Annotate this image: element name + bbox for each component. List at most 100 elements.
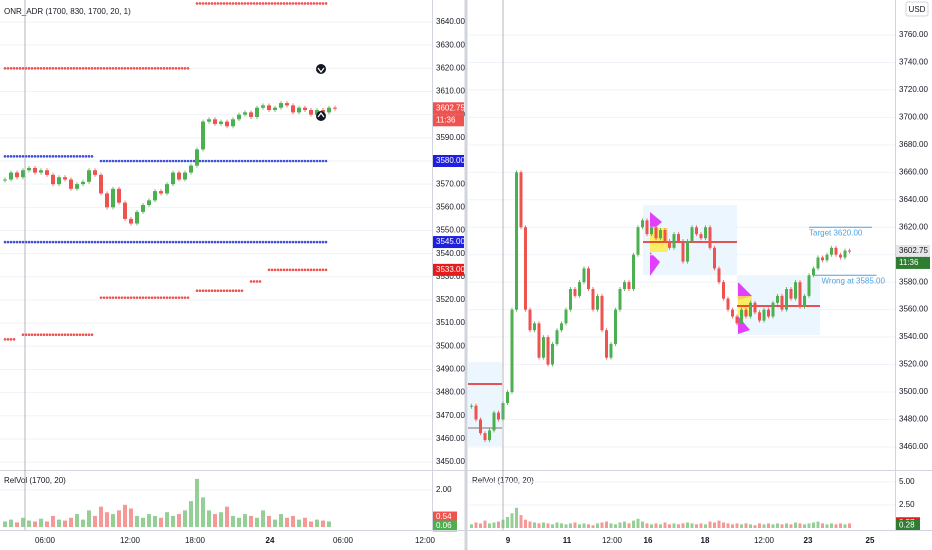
- candle: [9, 172, 13, 180]
- volume-label-box: [433, 511, 457, 523]
- volume-bar: [542, 522, 545, 528]
- y-tick-label: 3520.00: [436, 295, 465, 304]
- volume-bar: [159, 517, 163, 528]
- candle: [488, 430, 491, 441]
- candle: [645, 220, 649, 235]
- volume-bar: [596, 523, 599, 528]
- y-tick-label: 3720.00: [899, 85, 928, 94]
- candle: [243, 112, 247, 115]
- volume-bar: [816, 521, 820, 528]
- volume-bar: [578, 524, 581, 528]
- candle: [141, 205, 145, 212]
- candle: [587, 268, 590, 290]
- candle: [201, 121, 205, 150]
- volume-bar: [21, 517, 25, 528]
- volume-bar: [237, 517, 241, 528]
- arrow-marker[interactable]: [316, 111, 326, 121]
- countdown: 11:36: [899, 258, 919, 267]
- volume-bar: [704, 524, 707, 528]
- candle: [677, 234, 680, 241]
- volume-bar: [497, 521, 500, 528]
- candle: [614, 309, 617, 344]
- volume-bar: [111, 514, 115, 528]
- volume-bar: [609, 523, 613, 528]
- volume-bar: [825, 524, 829, 528]
- y-tick-label: 3480.00: [899, 415, 928, 424]
- volume-bar: [564, 524, 568, 528]
- volume-label: 0.28: [899, 521, 915, 530]
- candle: [843, 250, 847, 258]
- volume-bar: [249, 515, 253, 528]
- volume-bar: [297, 519, 301, 528]
- candle: [731, 309, 734, 317]
- volume-bar: [839, 523, 842, 528]
- candle: [470, 405, 473, 407]
- candle: [668, 240, 671, 248]
- arrow-marker[interactable]: [316, 64, 326, 74]
- candle: [147, 200, 151, 206]
- volume-bar: [147, 514, 151, 528]
- candle: [726, 298, 730, 310]
- volume-bar: [650, 524, 653, 528]
- candle: [249, 112, 253, 117]
- volume-label: 0.06: [436, 521, 452, 530]
- target-label: Target 3620.00: [809, 228, 863, 237]
- y-tick-label: 3450.00: [436, 457, 465, 466]
- y-tick-label: 3540.00: [436, 249, 465, 258]
- volume-bar: [165, 512, 169, 528]
- candle: [600, 295, 604, 331]
- candle: [177, 172, 181, 180]
- candle: [722, 282, 725, 299]
- volume-bar: [582, 523, 586, 528]
- price-label: 3602.75: [436, 103, 465, 112]
- volume-bar: [303, 517, 307, 528]
- volume-bar: [51, 515, 55, 528]
- volume-bar: [677, 524, 680, 528]
- y-tick-label: 5.00: [899, 477, 915, 486]
- arrow-icon: [317, 67, 325, 73]
- volume-bar: [291, 515, 295, 528]
- candle: [51, 174, 55, 185]
- candle: [839, 254, 842, 258]
- time-label: 12:00: [120, 536, 141, 545]
- time-label: 24: [266, 536, 275, 545]
- candle: [762, 309, 766, 321]
- time-label: 12:00: [754, 536, 775, 545]
- candle: [816, 257, 820, 269]
- candle: [291, 105, 295, 113]
- candle: [776, 295, 779, 303]
- volume-bar: [129, 508, 133, 528]
- volume-bar: [771, 524, 775, 528]
- candle: [596, 295, 599, 310]
- volume-bar: [830, 523, 833, 528]
- volume-bar: [255, 517, 259, 528]
- candle: [297, 107, 301, 113]
- volume-bar: [141, 517, 145, 528]
- volume-bar: [843, 524, 847, 528]
- volume-bar: [812, 522, 815, 528]
- candle: [681, 240, 685, 262]
- volume-bar: [267, 515, 271, 528]
- candle: [3, 179, 7, 181]
- time-label: 16: [644, 536, 653, 545]
- candle: [821, 257, 824, 261]
- currency-box[interactable]: [905, 1, 929, 17]
- volume-bar: [668, 524, 671, 528]
- volume-bar: [636, 518, 640, 528]
- currency[interactable]: USD: [909, 5, 926, 14]
- volume-bar: [492, 522, 496, 528]
- countdown-box: [896, 256, 930, 269]
- volume-bar: [623, 521, 626, 528]
- candle: [279, 103, 283, 108]
- price-label-box: [433, 102, 464, 115]
- volume-bar: [686, 522, 689, 528]
- candle: [663, 229, 667, 241]
- volume-bar: [15, 522, 19, 528]
- candle: [623, 282, 626, 290]
- volume-bar: [555, 522, 559, 528]
- y-tick-label: 3660.00: [899, 167, 928, 176]
- volume-bar: [33, 521, 37, 528]
- candle: [303, 107, 307, 111]
- price-label: 3533.00: [436, 265, 465, 274]
- candle: [789, 289, 793, 299]
